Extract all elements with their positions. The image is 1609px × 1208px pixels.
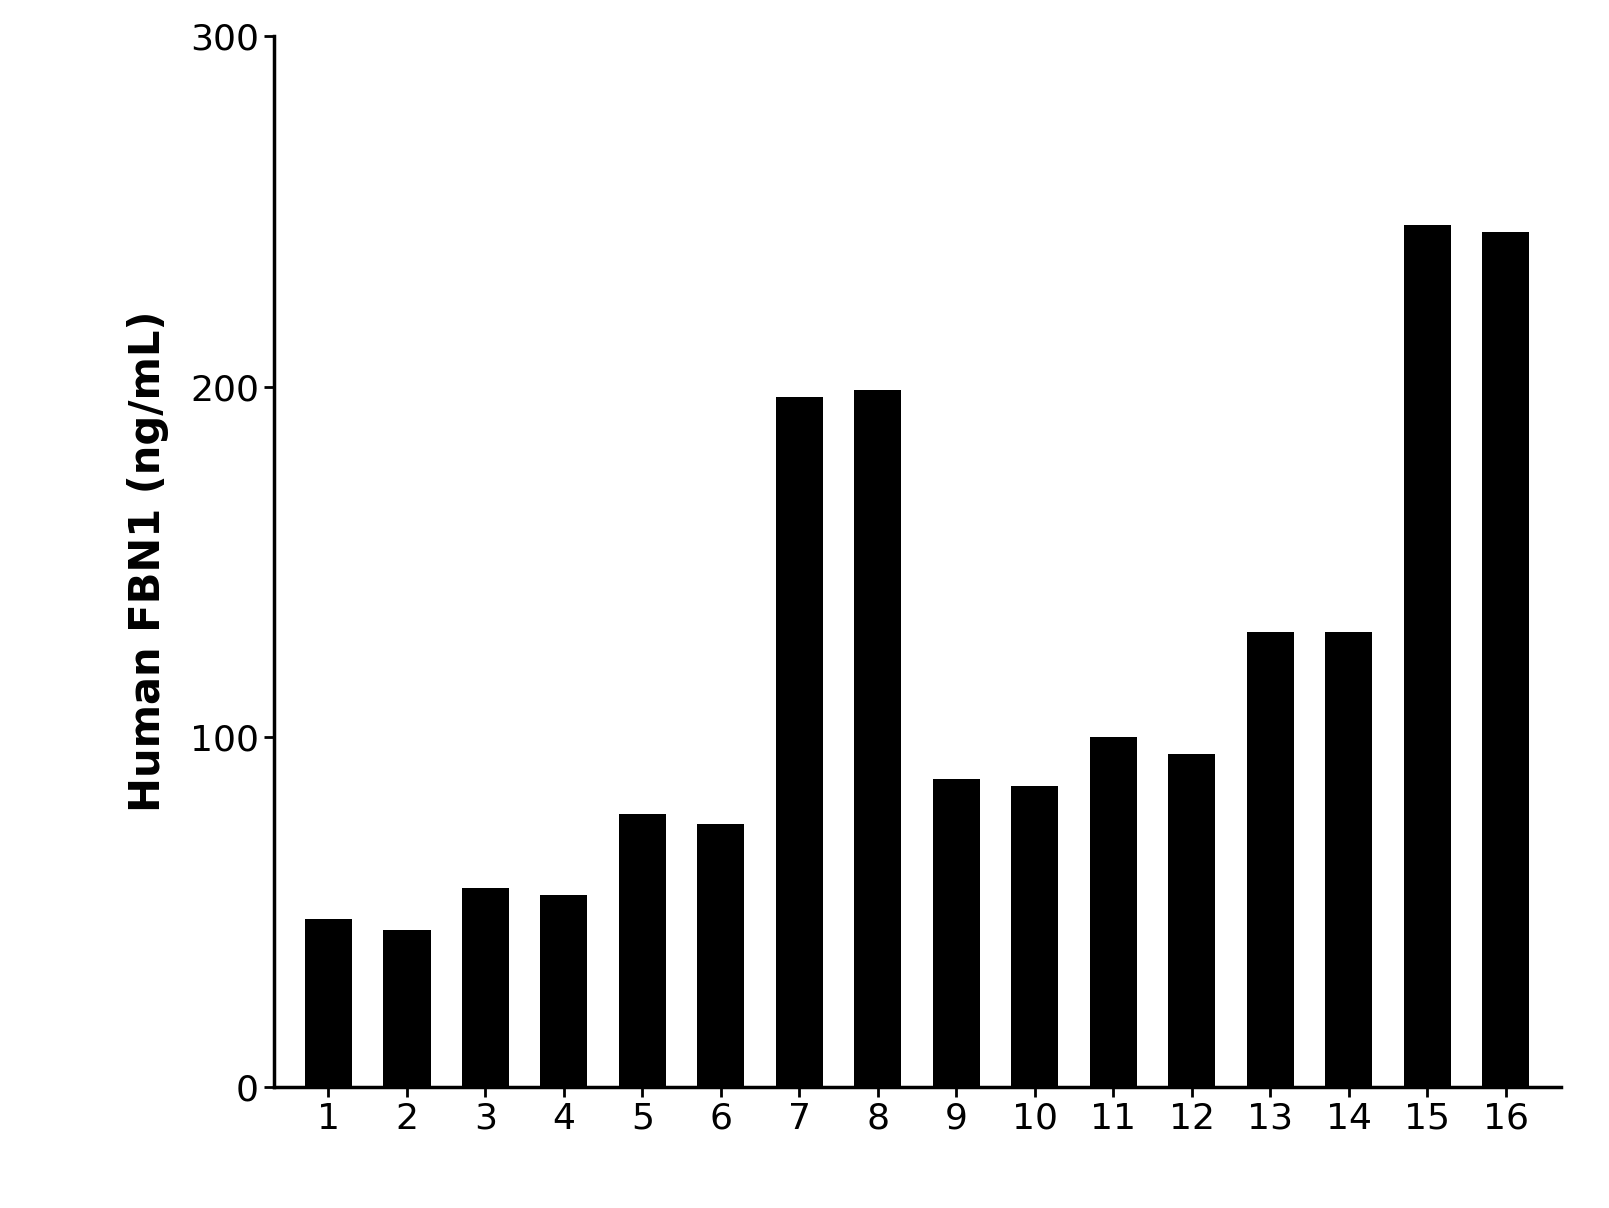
- Bar: [619, 814, 666, 1087]
- Bar: [933, 779, 980, 1087]
- Bar: [1403, 226, 1451, 1087]
- Bar: [1326, 632, 1372, 1087]
- Bar: [697, 824, 745, 1087]
- Bar: [1012, 786, 1059, 1087]
- Bar: [1089, 737, 1138, 1087]
- Bar: [854, 390, 901, 1087]
- Bar: [541, 894, 587, 1087]
- Bar: [306, 919, 352, 1087]
- Bar: [776, 397, 822, 1087]
- Y-axis label: Human FBN1 (ng/mL): Human FBN1 (ng/mL): [127, 310, 169, 813]
- Bar: [1247, 632, 1294, 1087]
- Bar: [462, 888, 508, 1087]
- Bar: [1168, 754, 1215, 1087]
- Bar: [1482, 232, 1529, 1087]
- Bar: [383, 930, 431, 1087]
